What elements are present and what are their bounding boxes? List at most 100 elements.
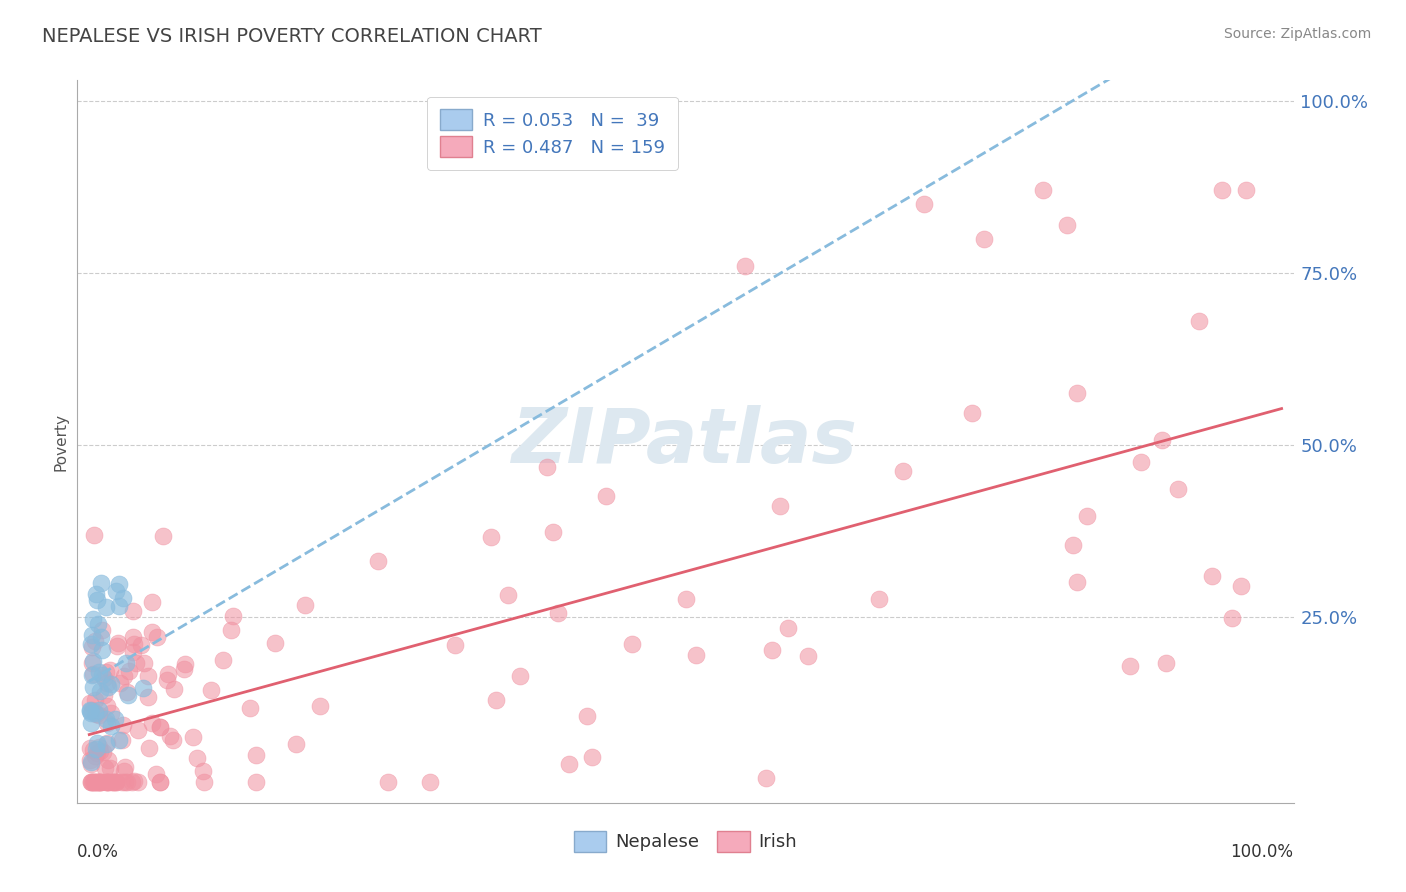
- Point: [239, 700, 262, 714]
- Point: [79, 696, 101, 710]
- Point: [973, 231, 995, 245]
- Point: [89, 683, 111, 698]
- Point: [87, 665, 110, 679]
- Point: [134, 656, 156, 670]
- Point: [100, 663, 122, 677]
- Point: [82, 654, 104, 668]
- Point: [149, 775, 172, 789]
- Point: [94, 775, 117, 789]
- Point: [575, 709, 598, 723]
- Point: [112, 669, 135, 683]
- Text: NEPALESE VS IRISH POVERTY CORRELATION CHART: NEPALESE VS IRISH POVERTY CORRELATION CH…: [42, 27, 541, 45]
- Point: [90, 775, 112, 789]
- Point: [141, 624, 163, 639]
- Point: [107, 635, 129, 649]
- Point: [82, 743, 104, 757]
- Point: [84, 706, 107, 720]
- Point: [114, 775, 136, 789]
- Point: [1119, 659, 1142, 673]
- Point: [1220, 611, 1243, 625]
- Point: [136, 669, 159, 683]
- Point: [79, 704, 101, 718]
- Point: [581, 750, 603, 764]
- Point: [734, 259, 756, 273]
- Point: [86, 775, 108, 789]
- Point: [87, 708, 110, 723]
- Point: [117, 688, 139, 702]
- Point: [108, 599, 131, 613]
- Point: [183, 730, 205, 744]
- Point: [127, 723, 149, 737]
- Point: [91, 667, 114, 681]
- Point: [1234, 183, 1257, 197]
- Point: [96, 699, 118, 714]
- Text: 0.0%: 0.0%: [77, 843, 120, 861]
- Point: [89, 775, 111, 789]
- Point: [245, 747, 267, 762]
- Point: [97, 753, 120, 767]
- Point: [912, 197, 935, 211]
- Point: [80, 757, 103, 772]
- Point: [98, 761, 121, 775]
- Point: [111, 775, 134, 789]
- Point: [1152, 433, 1174, 447]
- Point: [1032, 183, 1054, 197]
- Point: [89, 744, 111, 758]
- Point: [124, 774, 146, 789]
- Point: [87, 740, 110, 755]
- Point: [479, 530, 502, 544]
- Point: [769, 499, 792, 513]
- Point: [264, 636, 287, 650]
- Point: [174, 657, 197, 672]
- Point: [122, 604, 145, 618]
- Point: [96, 599, 118, 614]
- Text: Source: ZipAtlas.com: Source: ZipAtlas.com: [1223, 27, 1371, 41]
- Point: [159, 729, 181, 743]
- Point: [91, 745, 114, 759]
- Point: [868, 592, 890, 607]
- Point: [1076, 509, 1098, 524]
- Point: [94, 665, 117, 679]
- Point: [84, 692, 107, 706]
- Point: [112, 764, 135, 778]
- Point: [1188, 314, 1211, 328]
- Point: [797, 648, 820, 663]
- Point: [125, 657, 148, 671]
- Point: [419, 775, 441, 789]
- Point: [104, 712, 127, 726]
- Point: [93, 688, 115, 702]
- Point: [186, 750, 208, 764]
- Point: [100, 775, 122, 789]
- Point: [141, 715, 163, 730]
- Text: ZIPatlas: ZIPatlas: [512, 405, 859, 478]
- Point: [96, 676, 118, 690]
- Point: [1129, 455, 1152, 469]
- Point: [547, 607, 569, 621]
- Point: [121, 645, 143, 659]
- Point: [685, 648, 707, 662]
- Point: [111, 591, 134, 606]
- Point: [96, 715, 118, 730]
- Point: [86, 775, 108, 789]
- Point: [149, 775, 172, 789]
- Point: [90, 643, 112, 657]
- Point: [115, 656, 138, 670]
- Point: [1062, 537, 1084, 551]
- Point: [219, 623, 242, 637]
- Point: [129, 639, 152, 653]
- Point: [79, 703, 101, 717]
- Legend: Nepalese, Irish: Nepalese, Irish: [567, 823, 804, 859]
- Point: [84, 634, 107, 648]
- Point: [111, 732, 134, 747]
- Point: [100, 677, 122, 691]
- Point: [543, 525, 565, 540]
- Point: [1211, 183, 1233, 197]
- Point: [377, 775, 399, 789]
- Point: [105, 639, 128, 653]
- Point: [86, 592, 108, 607]
- Point: [107, 733, 129, 747]
- Point: [79, 637, 101, 651]
- Point: [152, 529, 174, 543]
- Point: [112, 717, 135, 731]
- Point: [1056, 218, 1078, 232]
